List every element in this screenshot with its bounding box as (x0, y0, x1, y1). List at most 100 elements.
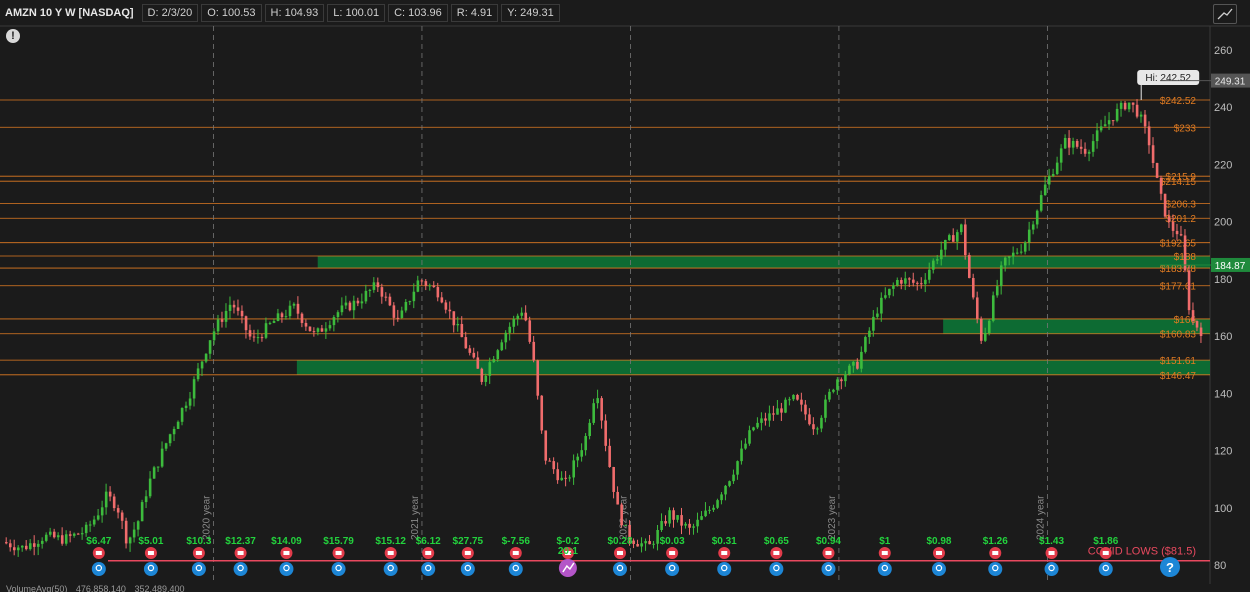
candle-up (512, 318, 516, 327)
candle-down (244, 316, 248, 331)
candle-down (380, 287, 384, 297)
level-label: $201.2 (1165, 214, 1196, 225)
candle-down (420, 280, 424, 282)
candle-up (328, 325, 332, 329)
candle-down (424, 281, 428, 286)
candle-down (1083, 148, 1087, 154)
corporate-action-icon (769, 562, 784, 576)
candle-up (484, 375, 488, 382)
earnings-icon-glyph (283, 551, 290, 555)
corporate-action-glyph (335, 564, 342, 572)
candle-down (68, 534, 72, 536)
candle-down (252, 336, 256, 338)
candle-down (636, 543, 639, 547)
earnings-icon-glyph (1102, 551, 1109, 555)
candle-up (784, 399, 787, 413)
candle-up (136, 521, 140, 530)
candle-up (740, 448, 743, 462)
corporate-action-icon (91, 562, 106, 576)
candle-up (876, 313, 879, 317)
candle-down (320, 328, 324, 332)
candle-up (820, 417, 823, 429)
dividend-label: $5.01 (138, 536, 163, 547)
corporate-action-glyph (935, 564, 943, 572)
candle-up (896, 280, 899, 286)
candle-down (524, 312, 528, 321)
candle-down (1187, 270, 1191, 311)
support-zone (943, 318, 1210, 334)
dividend-label: $15.79 (323, 536, 354, 547)
dividend-label: $1.26 (983, 536, 1008, 547)
candle-up (332, 317, 336, 326)
corporate-action-icon (508, 562, 523, 576)
candle-down (468, 348, 472, 353)
symbol-label[interactable]: AMZN 10 Y W [NASDAQ] (5, 7, 134, 19)
level-label: $151.61 (1160, 356, 1197, 367)
candle-down (384, 296, 388, 298)
candle-up (1011, 252, 1015, 257)
candle-down (296, 303, 300, 314)
candle-down (312, 331, 316, 333)
candle-down (548, 460, 552, 462)
candle-up (176, 421, 180, 429)
candle-down (232, 304, 236, 308)
candle-down (112, 496, 116, 509)
dividend-label: $-0.2 (556, 536, 579, 547)
candle-down (300, 313, 304, 323)
candle-up (588, 422, 591, 437)
high-readout: H: 104.93 (264, 4, 325, 22)
candle-up (500, 342, 504, 351)
support-zone (296, 360, 1210, 375)
candle-up (624, 524, 627, 526)
candle-down (672, 510, 675, 520)
earnings-icon-glyph (669, 551, 676, 555)
candle-up (584, 436, 587, 451)
candle-down (1135, 104, 1139, 117)
corporate-action-icon (1044, 562, 1059, 576)
dividend-label: $0.65 (764, 536, 789, 547)
candle-down (1123, 102, 1127, 110)
earnings-icon-glyph (95, 551, 102, 555)
candle-down (1159, 177, 1163, 194)
candle-up (504, 332, 508, 343)
candle-down (24, 545, 28, 550)
candle-up (644, 541, 647, 544)
covid-lows-label: COVID LOWS ($81.5) (1088, 546, 1196, 558)
candle-down (688, 523, 691, 528)
info-icon[interactable]: ! (6, 29, 20, 43)
corporate-action-glyph (1048, 564, 1055, 572)
candle-down (12, 547, 16, 551)
earnings-icon-glyph (512, 551, 519, 555)
price-axis: 80 100 120 140 160 180 200 220 240 260 (1214, 45, 1232, 572)
candle-down (1131, 102, 1135, 105)
dividend-label: $1 (879, 536, 891, 547)
corporate-action-icon (233, 562, 248, 576)
corporate-action-icon (821, 562, 836, 576)
earnings-icon-glyph (147, 551, 154, 555)
corporate-action-icon (931, 562, 946, 576)
candle-up (172, 428, 176, 435)
earnings-icon-glyph (935, 551, 942, 555)
level-label: $192.65 (1160, 239, 1197, 250)
candle-up (560, 477, 564, 481)
candle-up (16, 547, 20, 551)
candle-up (1043, 184, 1047, 196)
candle-down (240, 310, 244, 317)
candle-up (712, 507, 715, 510)
candle-down (444, 302, 448, 310)
candle-down (620, 504, 623, 526)
candle-down (460, 324, 464, 338)
candle-up (700, 516, 703, 520)
candle-down (356, 300, 360, 304)
candle-up (720, 494, 723, 501)
candle-up (872, 316, 875, 331)
candle-down (616, 491, 619, 505)
candle-up (752, 427, 755, 431)
candle-down (396, 317, 400, 319)
price-tick-label: 120 (1214, 446, 1232, 458)
drawing-tool-button[interactable] (1213, 4, 1237, 24)
year-label: 2021 year (410, 495, 421, 540)
dividend-label: $0.03 (660, 536, 685, 547)
earnings-icon-glyph (773, 551, 780, 555)
